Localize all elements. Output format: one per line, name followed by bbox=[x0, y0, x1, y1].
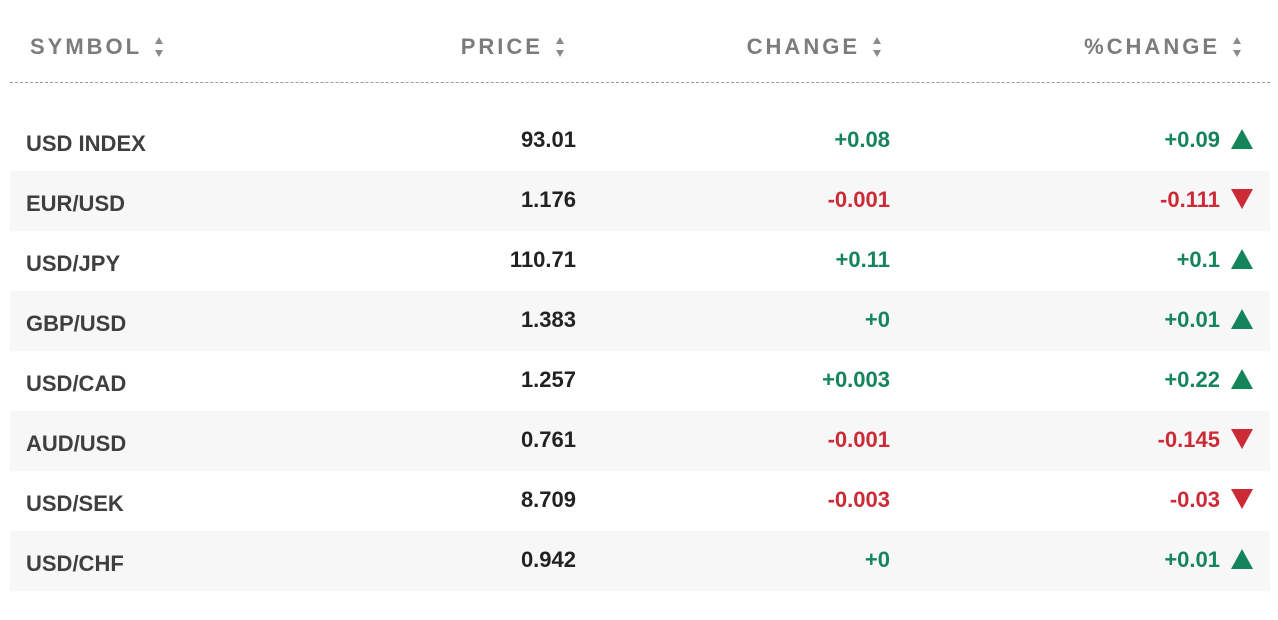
pct-change-cell: +0.09 bbox=[1164, 127, 1220, 152]
change-cell: +0 bbox=[864, 307, 890, 332]
price-cell: 1.383 bbox=[520, 307, 576, 332]
price-cell: 110.71 bbox=[509, 247, 576, 272]
sort-arrows-icon[interactable] bbox=[154, 35, 164, 59]
change-cell: +0 bbox=[864, 547, 890, 572]
arrow-up-icon bbox=[1230, 248, 1254, 270]
arrow-down-icon bbox=[1230, 428, 1254, 450]
table-row[interactable]: USD/CHF 0.942 +0 +0.01 bbox=[10, 531, 1270, 591]
change-cell: +0.003 bbox=[822, 367, 890, 392]
change-cell: +0.11 bbox=[835, 247, 890, 272]
arrow-up-icon bbox=[1230, 308, 1254, 330]
symbol-cell[interactable]: USD/CAD bbox=[26, 371, 127, 396]
change-cell: +0.08 bbox=[834, 127, 890, 152]
table-row[interactable]: GBP/USD 1.383 +0 +0.01 bbox=[10, 291, 1270, 351]
table-body: USD INDEX 93.01 +0.08 +0.09 EUR/USD 1.17… bbox=[10, 111, 1270, 591]
table-row[interactable]: USD INDEX 93.01 +0.08 +0.09 bbox=[10, 111, 1270, 171]
symbol-cell[interactable]: USD/JPY bbox=[26, 251, 121, 276]
symbol-cell[interactable]: EUR/USD bbox=[26, 191, 126, 216]
currency-quote-table: SYMBOL PRICE CHANGE %CHANGE USD INDEX 93 bbox=[10, 0, 1270, 591]
price-cell: 8.709 bbox=[520, 487, 576, 512]
price-cell: 93.01 bbox=[520, 127, 576, 152]
table-row[interactable]: EUR/USD 1.176 -0.001 -0.111 bbox=[10, 171, 1270, 231]
price-cell: 1.176 bbox=[520, 187, 576, 212]
symbol-cell[interactable]: AUD/USD bbox=[26, 431, 127, 456]
symbol-cell[interactable]: GBP/USD bbox=[26, 311, 127, 336]
price-cell: 0.761 bbox=[520, 427, 576, 452]
column-header-symbol[interactable]: SYMBOL bbox=[30, 34, 164, 60]
pct-change-cell: +0.22 bbox=[1164, 367, 1220, 392]
symbol-cell[interactable]: USD/CHF bbox=[26, 551, 124, 576]
pct-change-cell: +0.1 bbox=[1176, 247, 1220, 272]
symbol-cell[interactable]: USD INDEX bbox=[26, 131, 146, 156]
symbol-cell[interactable]: USD/SEK bbox=[26, 491, 124, 516]
column-header-label: CHANGE bbox=[746, 34, 860, 59]
table-row[interactable]: USD/JPY 110.71 +0.11 +0.1 bbox=[10, 231, 1270, 291]
price-cell: 1.257 bbox=[520, 367, 576, 392]
table-row[interactable]: USD/SEK 8.709 -0.003 -0.03 bbox=[10, 471, 1270, 531]
column-header-label: %CHANGE bbox=[1084, 34, 1220, 59]
arrow-down-icon bbox=[1230, 188, 1254, 210]
table-row[interactable]: AUD/USD 0.761 -0.001 -0.145 bbox=[10, 411, 1270, 471]
arrow-down-icon bbox=[1230, 488, 1254, 510]
pct-change-cell: +0.01 bbox=[1164, 547, 1220, 572]
column-header-change[interactable]: CHANGE bbox=[747, 34, 882, 60]
pct-change-cell: -0.03 bbox=[1169, 487, 1220, 512]
price-cell: 0.942 bbox=[520, 547, 576, 572]
sort-arrows-icon[interactable] bbox=[872, 35, 882, 59]
column-header-label: SYMBOL bbox=[30, 34, 143, 59]
arrow-up-icon bbox=[1230, 128, 1254, 150]
table-row[interactable]: USD/CAD 1.257 +0.003 +0.22 bbox=[10, 351, 1270, 411]
sort-arrows-icon[interactable] bbox=[555, 35, 565, 59]
pct-change-cell: +0.01 bbox=[1164, 307, 1220, 332]
table-header: SYMBOL PRICE CHANGE %CHANGE bbox=[10, 0, 1270, 83]
change-cell: -0.003 bbox=[827, 487, 890, 512]
pct-change-cell: -0.145 bbox=[1157, 427, 1220, 452]
sort-arrows-icon[interactable] bbox=[1232, 35, 1242, 59]
arrow-up-icon bbox=[1230, 368, 1254, 390]
column-header-label: PRICE bbox=[460, 34, 543, 59]
pct-change-cell: -0.111 bbox=[1160, 187, 1220, 212]
arrow-up-icon bbox=[1230, 548, 1254, 570]
column-header-pct-change[interactable]: %CHANGE bbox=[1084, 34, 1242, 60]
column-header-price[interactable]: PRICE bbox=[461, 34, 565, 60]
change-cell: -0.001 bbox=[827, 187, 890, 212]
change-cell: -0.001 bbox=[827, 427, 890, 452]
